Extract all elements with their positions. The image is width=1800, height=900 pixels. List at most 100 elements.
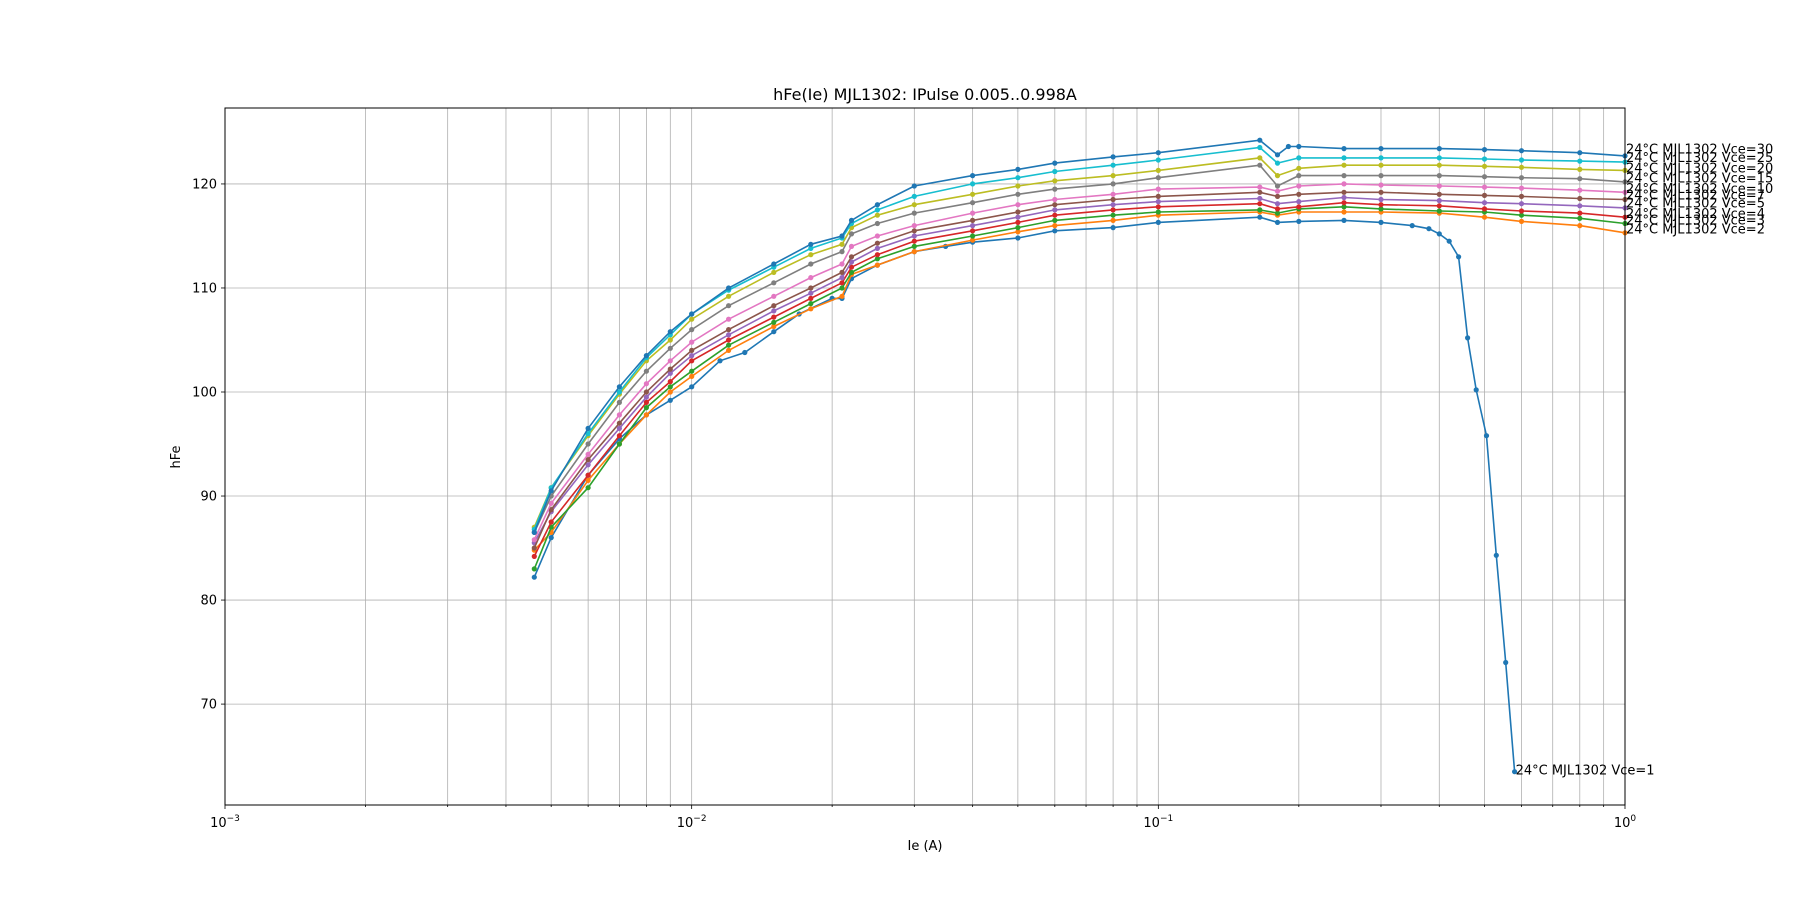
data-point [585, 462, 591, 468]
data-point [667, 397, 673, 403]
y-axis-label: hFe [169, 445, 184, 468]
data-point [1378, 189, 1384, 195]
data-point [911, 238, 917, 244]
data-point [643, 394, 650, 400]
data-point [1436, 183, 1442, 189]
data-point [726, 337, 732, 343]
data-point [848, 217, 855, 223]
data-point [616, 389, 623, 395]
data-point [616, 412, 623, 418]
data-point [911, 210, 917, 216]
data-point [742, 349, 748, 356]
data-point [585, 472, 591, 478]
data-point [689, 311, 695, 317]
data-point [1052, 186, 1058, 192]
data-point [1052, 160, 1058, 166]
data-point [531, 553, 537, 560]
data-point [839, 269, 845, 275]
data-point [1274, 201, 1281, 207]
data-point [585, 477, 591, 483]
data-point [1378, 196, 1384, 203]
data-point [689, 327, 695, 333]
data-point [1274, 210, 1281, 216]
data-point [643, 389, 650, 395]
data-point [1110, 202, 1116, 208]
data-point [585, 485, 591, 491]
grid [224, 108, 1626, 805]
data-point [1577, 158, 1583, 164]
data-point [771, 314, 777, 320]
data-point [689, 358, 695, 364]
data-point [1274, 183, 1281, 189]
data-point [1577, 176, 1583, 182]
data-point [689, 316, 695, 322]
data-point [1015, 202, 1021, 208]
data-point [1296, 199, 1302, 205]
data-point [808, 261, 814, 267]
data-point [1481, 184, 1488, 190]
data-point [643, 405, 650, 411]
data-point [970, 223, 976, 229]
data-point [1378, 182, 1384, 188]
data-point [1052, 202, 1058, 208]
data-point [1274, 152, 1281, 158]
data-point [1155, 219, 1161, 225]
data-point [808, 252, 814, 258]
data-point [1481, 192, 1488, 198]
data-point [667, 370, 673, 376]
data-point [911, 233, 917, 239]
data-point [848, 231, 855, 237]
series-7 [531, 181, 1628, 543]
series-end-label: 24°C MJL1302 Vce=20 [1626, 161, 1773, 176]
data-point [1285, 143, 1291, 150]
series-end-label: 24°C MJL1302 Vce=15 [1626, 172, 1773, 187]
data-point [911, 243, 917, 249]
x-axis-label: Ie (A) [907, 839, 942, 854]
y-tick-label: 90 [200, 490, 217, 505]
data-point [1577, 150, 1583, 156]
data-point [667, 345, 673, 351]
data-point [1052, 223, 1058, 229]
data-point [911, 202, 917, 208]
data-point [667, 358, 673, 364]
data-point [1341, 204, 1347, 210]
data-point [689, 353, 695, 359]
data-point [1518, 193, 1525, 199]
data-point [1257, 207, 1263, 213]
data-point [531, 566, 537, 572]
data-point [1296, 143, 1302, 150]
data-point [1456, 254, 1462, 260]
data-point [1296, 173, 1302, 179]
data-point [643, 368, 650, 374]
series-end-label: 24°C MJL1302 Vce=10 [1626, 182, 1773, 197]
data-point [771, 261, 777, 267]
data-point [643, 353, 650, 359]
data-point [1577, 195, 1583, 202]
data-point [1481, 147, 1488, 153]
data-point [1274, 160, 1281, 166]
data-point [1465, 335, 1471, 341]
data-point [874, 256, 881, 262]
chart-title: hFe(Ie) MJL1302: IPulse 0.005..0.998A [773, 85, 1077, 104]
data-point [839, 261, 845, 267]
data-point [1436, 162, 1442, 168]
data-point [616, 420, 623, 426]
data-point [1015, 219, 1021, 225]
data-point [771, 308, 777, 314]
data-point [808, 275, 814, 281]
data-point [771, 323, 777, 330]
data-point [911, 223, 917, 229]
data-point [1110, 217, 1116, 223]
data-point [1296, 204, 1302, 210]
x-tick-label: 100 [1614, 814, 1637, 831]
data-point [1015, 183, 1021, 189]
data-point [616, 433, 623, 439]
data-point [1015, 166, 1021, 172]
y-tick-label: 120 [192, 177, 217, 192]
series-end-label: 24°C MJL1302 Vce=1 [1516, 764, 1655, 779]
data-point [1518, 212, 1525, 218]
data-point [1110, 207, 1116, 213]
data-point [1446, 238, 1452, 244]
data-point [1257, 195, 1263, 202]
data-point [1155, 209, 1161, 215]
